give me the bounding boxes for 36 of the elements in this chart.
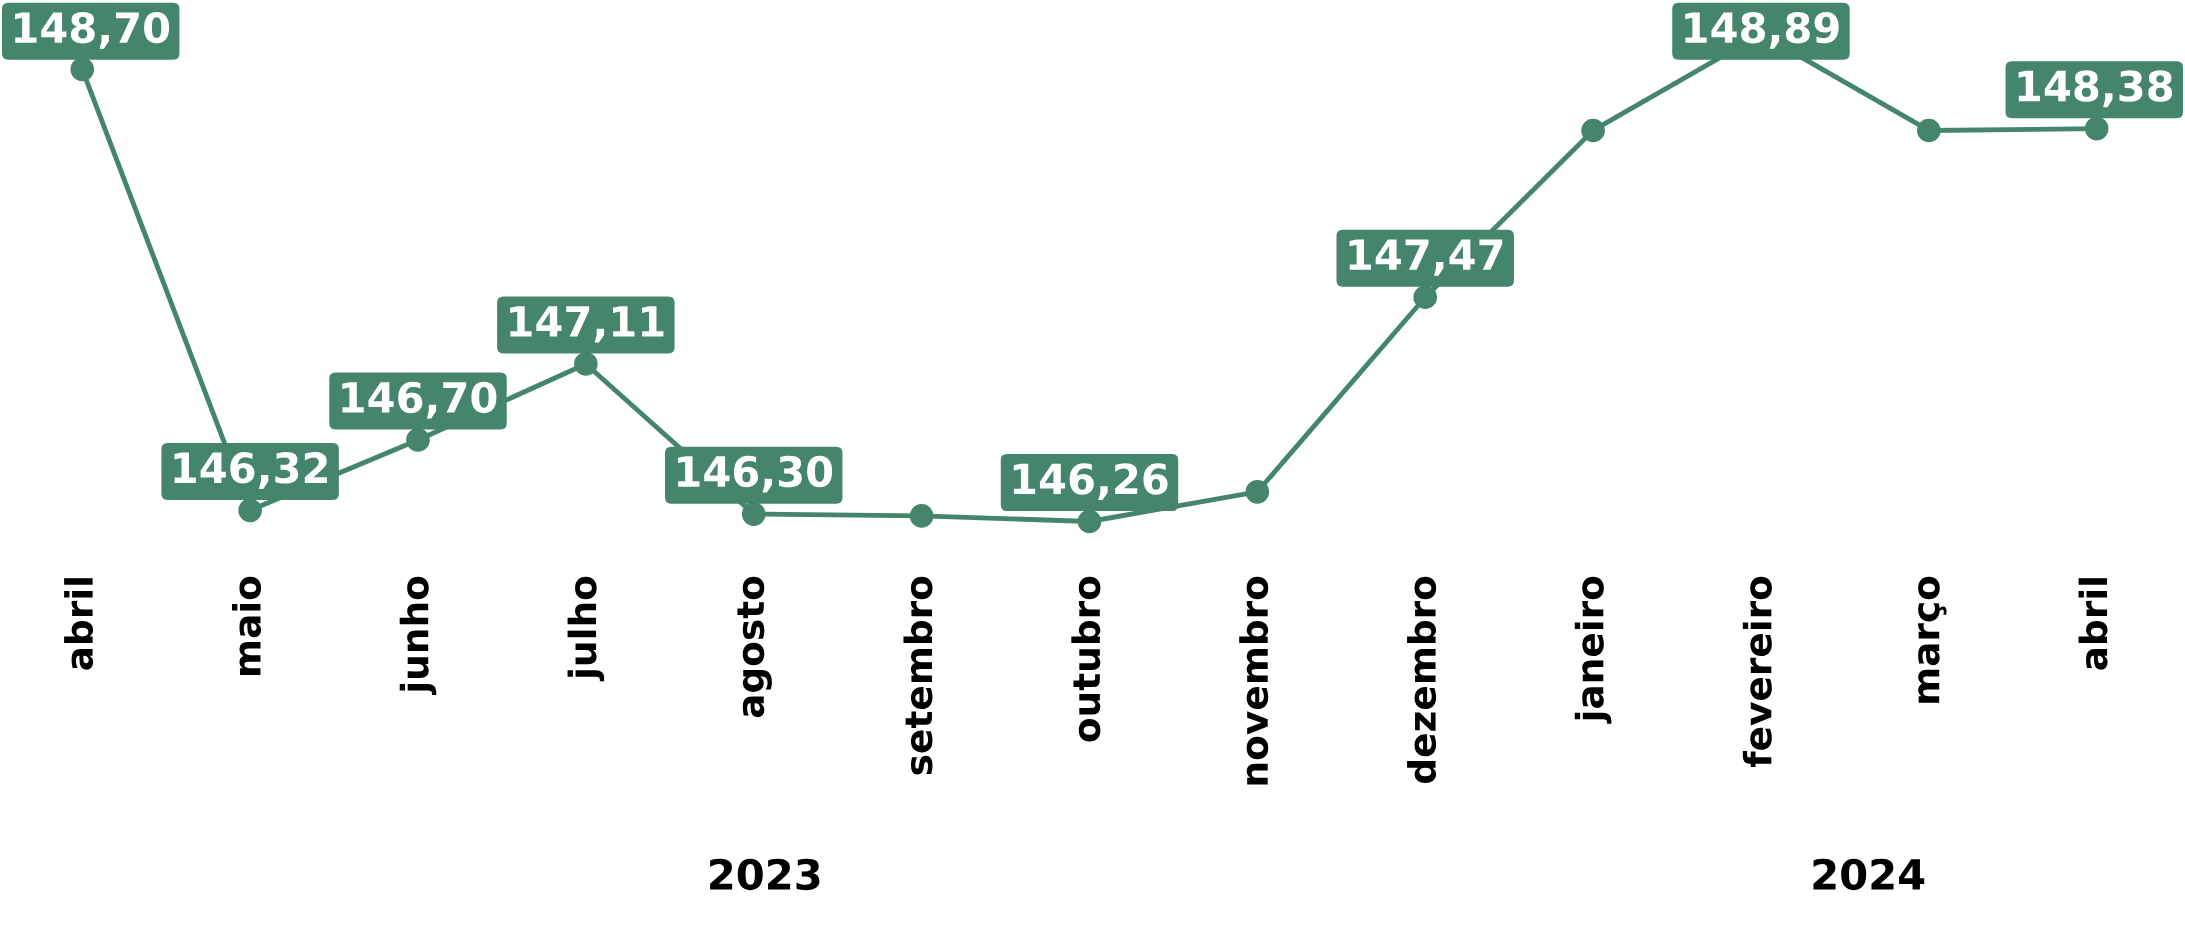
x-tick-label: outubro	[1071, 576, 1101, 742]
point	[909, 504, 934, 528]
point	[238, 498, 262, 523]
x-tick-label: fevereiro	[1742, 576, 1772, 767]
x-tick-label: setembro	[903, 576, 933, 775]
x-tick-label: maio	[231, 576, 262, 675]
text: 2023	[710, 858, 820, 891]
point	[1917, 118, 1941, 143]
point	[1413, 285, 1438, 310]
data-label: 147,11	[510, 306, 664, 343]
point	[741, 502, 766, 526]
x-tick-label: junho	[399, 576, 437, 695]
data-label: 148,38	[2018, 70, 2173, 108]
point	[406, 428, 430, 452]
point	[1077, 509, 1102, 534]
x-tick-label: agosto	[737, 576, 772, 718]
data-label: 146,32	[174, 452, 327, 489]
data-label: 146,70	[342, 381, 497, 419]
text: 2024	[1813, 858, 1925, 891]
data-label: 146,30	[678, 455, 833, 493]
data-label: 148,89	[1685, 11, 1839, 49]
x-tick-label: abril	[64, 578, 94, 670]
data-label: 146,26	[1013, 463, 1168, 501]
x-tick-label: novembro	[1239, 576, 1269, 785]
point	[574, 352, 598, 376]
x-tick-label: março	[1918, 576, 1947, 703]
x-tick-label: janeiro	[1574, 576, 1612, 724]
x-tick-label: julho	[567, 576, 605, 682]
x-tick-label: dezembro	[1407, 576, 1437, 784]
data-label: 148,70	[15, 11, 170, 49]
x-tick-label: abril	[2078, 578, 2108, 670]
point	[1245, 480, 1270, 504]
point	[1581, 118, 1605, 143]
point	[2084, 116, 2109, 141]
point	[70, 57, 95, 82]
data-label: 147,47	[1349, 239, 1503, 276]
